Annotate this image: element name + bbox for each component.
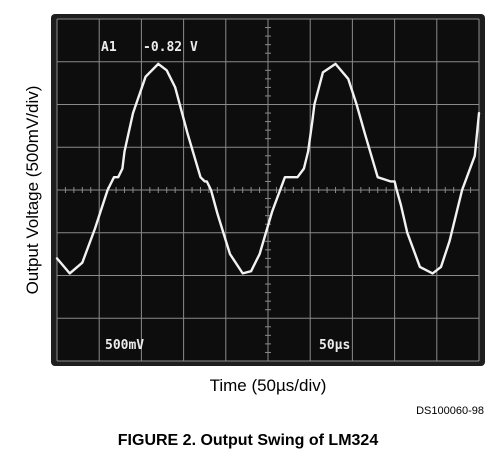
y-axis-label: Output Voltage (500mV/div) — [23, 85, 42, 295]
osd-time-per-div: 50µs — [319, 338, 350, 353]
osd-volts-per-div: 500mV — [105, 338, 144, 353]
figure-caption: FIGURE 2. Output Swing of LM324 — [117, 432, 379, 449]
osd-channel-label: A1 — [101, 40, 117, 55]
waveform-trace — [55, 62, 481, 275]
oscilloscope-plot: A1 -0.82 V 500mV 50µs — [51, 14, 485, 366]
graticule — [56, 18, 480, 362]
x-axis-label: Time (50µs/div) — [209, 376, 327, 395]
oscilloscope-screen: A1 -0.82 V 500mV 50µs — [51, 14, 485, 366]
document-id: DS100060-98 — [416, 405, 484, 417]
osd-readout: -0.82 V — [143, 40, 198, 55]
